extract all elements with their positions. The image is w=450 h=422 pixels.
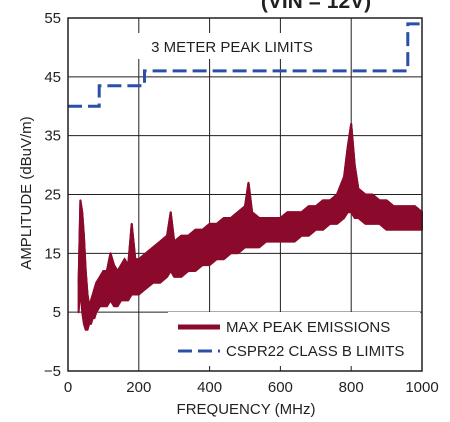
legend-label-emissions: MAX PEAK EMISSIONS — [226, 319, 390, 336]
y-tick-label: −5 — [44, 363, 61, 380]
y-tick-label: 35 — [44, 128, 61, 145]
y-tick-labels: −5 5 15 25 35 45 55 — [44, 10, 61, 380]
annotation-background — [126, 33, 338, 59]
max-peak-emissions-series — [77, 122, 423, 331]
y-tick-label: 25 — [44, 187, 61, 204]
emissions-envelope — [77, 122, 423, 331]
x-tick-label: 0 — [64, 379, 72, 396]
y-axis-label: AMPLITUDE (dBuV/m) — [18, 116, 35, 269]
legend: MAX PEAK EMISSIONS CSPR22 CLASS B LIMITS — [168, 312, 420, 366]
emissions-peak-trace — [77, 123, 423, 307]
cspr22-limit-line — [68, 22, 422, 108]
y-tick-label: 15 — [44, 245, 61, 262]
x-tick-label: 400 — [197, 379, 222, 396]
x-tick-label: 200 — [126, 379, 151, 396]
x-tick-label: 600 — [268, 379, 293, 396]
y-tick-label: 5 — [53, 304, 61, 321]
x-tick-label: 800 — [339, 379, 364, 396]
legend-background — [168, 312, 420, 366]
chart-title-fragment: (VIN = 12V) — [261, 0, 371, 13]
x-tick-labels: 0 200 400 600 800 1000 — [64, 379, 439, 396]
x-tick-label: 1000 — [405, 379, 438, 396]
x-axis-label: FREQUENCY (MHz) — [177, 401, 316, 418]
plot-frame — [67, 17, 423, 372]
y-tick-label: 55 — [44, 10, 61, 27]
legend-label-limits: CSPR22 CLASS B LIMITS — [226, 343, 404, 360]
y-tick-label: 45 — [44, 69, 61, 86]
peak-limits-annotation: 3 METER PEAK LIMITS — [151, 39, 313, 56]
